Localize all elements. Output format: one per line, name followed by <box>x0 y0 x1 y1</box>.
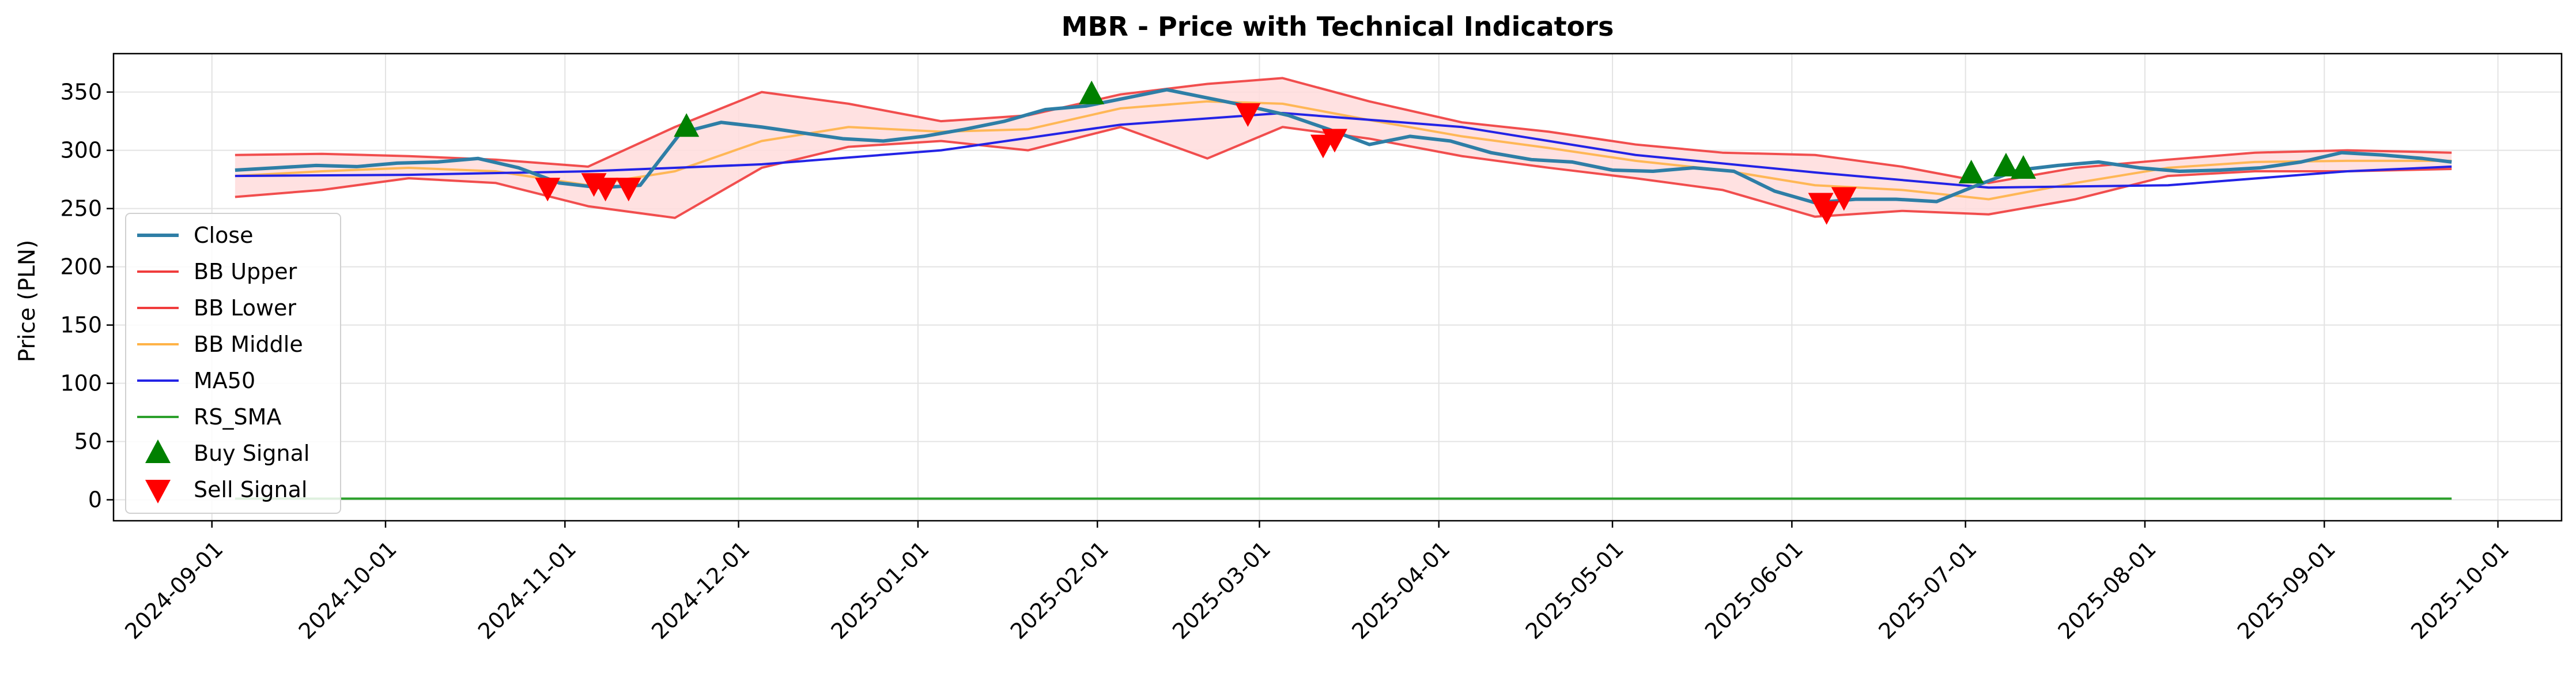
y-tick-label: 350 <box>60 80 102 105</box>
bb-upper-line <box>235 77 2452 185</box>
x-tick-label: 2025-05-01 <box>1521 536 1629 644</box>
sell-signal-marker <box>535 178 561 202</box>
x-tick-label: 2025-09-01 <box>2233 536 2340 644</box>
legend-label: Sell Signal <box>194 477 307 502</box>
buy-signal-marker <box>2011 155 2037 179</box>
x-tick-label: 2024-09-01 <box>120 536 228 644</box>
y-tick-label: 100 <box>60 371 102 396</box>
sell-signal-marker <box>1321 129 1347 153</box>
buy-signal-marker <box>1958 160 1984 184</box>
sell-signal-marker <box>1831 187 1857 211</box>
y-tick-label: 0 <box>88 487 102 513</box>
x-tick-label: 2025-06-01 <box>1700 536 1808 644</box>
y-axis: 0 50 100 150 200 250 300 350 <box>60 80 114 513</box>
y-tick-label: 250 <box>60 196 102 221</box>
x-tick-label: 2025-01-01 <box>826 536 934 644</box>
legend-label: Buy Signal <box>194 441 309 466</box>
x-tick-label: 2024-10-01 <box>294 536 402 644</box>
bollinger-band-fill <box>235 78 2452 218</box>
x-tick-label: 2025-04-01 <box>1347 536 1455 644</box>
x-axis: 2024-09-01 2024-10-01 2024-11-01 2024-12-01… <box>120 521 2514 644</box>
buy-signal-marker <box>674 113 700 137</box>
signal-markers <box>535 80 2037 225</box>
legend-box <box>125 213 341 514</box>
bollinger-band-area <box>235 78 2452 218</box>
legend-label: MA50 <box>194 368 255 393</box>
legend-label: Close <box>194 223 254 248</box>
buy-signal-marker <box>1993 152 2019 176</box>
y-tick-label: 300 <box>60 138 102 163</box>
legend-swatch <box>145 480 171 503</box>
y-axis-title: Price (PLN) <box>14 240 40 362</box>
y-tick-label: 50 <box>74 429 102 454</box>
legend-label: RS_SMA <box>194 404 281 430</box>
plot-frame <box>112 52 2563 522</box>
x-tick-label: 2024-12-01 <box>647 536 754 644</box>
x-tick-label: 2025-10-01 <box>2406 536 2514 644</box>
legend-label: BB Lower <box>194 295 296 321</box>
sell-signal-marker <box>1235 103 1261 127</box>
x-tick-label: 2025-02-01 <box>1006 536 1113 644</box>
y-tick-label: 150 <box>60 313 102 338</box>
sell-signal-marker <box>592 178 618 202</box>
chart-title: MBR - Price with Technical Indicators <box>1062 11 1614 42</box>
x-tick-label: 2025-07-01 <box>1874 536 1981 644</box>
ma50-line <box>235 112 2452 189</box>
x-tick-label: 2025-03-01 <box>1168 536 1275 644</box>
legend-swatch <box>145 439 171 463</box>
y-tick-label: 200 <box>60 254 102 280</box>
series-lines <box>235 77 2452 500</box>
legend: Close BB Upper BB Lower BB Middle MA50 RS_SMA… <box>125 213 341 514</box>
x-tick-label: 2025-08-01 <box>2053 536 2161 644</box>
buy-signal-marker <box>1079 80 1105 104</box>
sell-signal-marker <box>615 178 641 202</box>
legend-label: BB Middle <box>194 332 303 357</box>
x-tick-label: 2024-11-01 <box>473 536 581 644</box>
legend-label: BB Upper <box>194 259 297 284</box>
sell-signal-marker <box>1814 201 1840 225</box>
